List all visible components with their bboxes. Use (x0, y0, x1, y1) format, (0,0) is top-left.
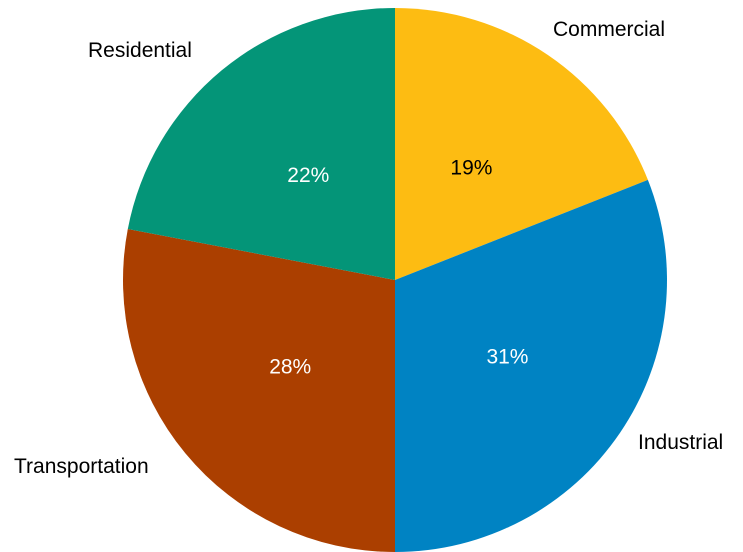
pie-slices (123, 8, 668, 552)
category-label-residential: Residential (88, 39, 192, 62)
category-label-commercial: Commercial (553, 18, 665, 41)
value-label-industrial: 31% (486, 345, 528, 368)
value-label-transportation: 28% (269, 356, 311, 379)
value-label-commercial: 19% (450, 157, 492, 180)
value-labels: 19% 31% 28% 22% (269, 157, 528, 379)
category-label-transportation: Transportation (14, 455, 149, 478)
pie-slice-residential (127, 8, 395, 280)
pie-slice-commercial (395, 8, 648, 280)
category-label-industrial: Industrial (638, 431, 723, 454)
pie-slice-industrial (395, 179, 668, 552)
value-label-residential: 22% (287, 164, 329, 187)
pie-slice-transportation (123, 229, 395, 552)
